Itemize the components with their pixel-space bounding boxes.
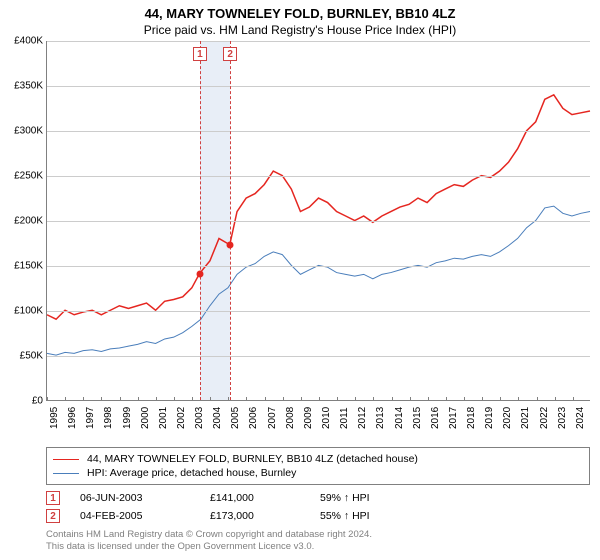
x-axis-label: 1995 <box>49 407 60 429</box>
x-axis-label: 2006 <box>248 407 259 429</box>
chart-title: 44, MARY TOWNELEY FOLD, BURNLEY, BB10 4L… <box>0 0 600 21</box>
sale-hpi-2: 55% ↑ HPI <box>320 510 410 522</box>
sale-price-1: £141,000 <box>210 492 320 504</box>
x-axis-label: 2001 <box>158 407 169 429</box>
x-axis-label: 2004 <box>212 407 223 429</box>
chart-plot-area: £0£50K£100K£150K£200K£250K£300K£350K£400… <box>46 41 590 401</box>
x-axis-label: 1997 <box>85 407 96 429</box>
x-axis-label: 2024 <box>575 407 586 429</box>
gridline-h <box>47 131 590 132</box>
x-axis-label: 1999 <box>122 407 133 429</box>
x-axis-label: 2022 <box>539 407 550 429</box>
x-axis-label: 2005 <box>230 407 241 429</box>
y-axis-label: £100K <box>1 306 43 317</box>
legend-label-hpi: HPI: Average price, detached house, Burn… <box>87 467 296 479</box>
sale-point <box>196 271 203 278</box>
x-axis-label: 2020 <box>502 407 513 429</box>
sale-price-2: £173,000 <box>210 510 320 522</box>
footer-line-2: This data is licensed under the Open Gov… <box>46 541 590 553</box>
sales-table: 1 06-JUN-2003 £141,000 59% ↑ HPI 2 04-FE… <box>46 489 590 525</box>
footer-line-1: Contains HM Land Registry data © Crown c… <box>46 529 590 541</box>
sale-marker-line <box>230 41 231 400</box>
gridline-h <box>47 86 590 87</box>
x-axis-label: 2008 <box>285 407 296 429</box>
sale-date-1: 06-JUN-2003 <box>80 492 210 504</box>
x-axis-label: 2023 <box>557 407 568 429</box>
legend-item-hpi: HPI: Average price, detached house, Burn… <box>53 466 583 480</box>
chart-subtitle: Price paid vs. HM Land Registry's House … <box>0 21 600 41</box>
series-line-hpi <box>47 206 590 355</box>
gridline-h <box>47 41 590 42</box>
sale-row-1: 1 06-JUN-2003 £141,000 59% ↑ HPI <box>46 489 590 507</box>
sale-marker-line <box>200 41 201 400</box>
legend-label-property: 44, MARY TOWNELEY FOLD, BURNLEY, BB10 4L… <box>87 453 418 465</box>
x-axis-label: 2002 <box>176 407 187 429</box>
sale-row-2: 2 04-FEB-2005 £173,000 55% ↑ HPI <box>46 507 590 525</box>
legend-swatch-hpi <box>53 473 79 474</box>
y-axis-label: £250K <box>1 171 43 182</box>
sale-point <box>227 242 234 249</box>
y-axis-label: £200K <box>1 216 43 227</box>
gridline-h <box>47 176 590 177</box>
sale-marker-box: 2 <box>223 47 237 61</box>
legend-swatch-property <box>53 459 79 460</box>
gridline-h <box>47 266 590 267</box>
x-axis-label: 1996 <box>67 407 78 429</box>
y-axis-label: £400K <box>1 36 43 47</box>
x-axis-label: 2003 <box>194 407 205 429</box>
x-axis-label: 2019 <box>484 407 495 429</box>
x-axis-labels: 1995 1996 1997 1998 1999 2000 2001 2002 2003 2004… <box>46 401 590 441</box>
footer-attribution: Contains HM Land Registry data © Crown c… <box>46 529 590 554</box>
gridline-h <box>47 221 590 222</box>
x-axis-label: 1998 <box>103 407 114 429</box>
x-axis-label: 2011 <box>339 407 350 429</box>
legend-box: 44, MARY TOWNELEY FOLD, BURNLEY, BB10 4L… <box>46 447 590 485</box>
x-axis-label: 2016 <box>430 407 441 429</box>
x-axis-label: 2013 <box>375 407 386 429</box>
sale-date-2: 04-FEB-2005 <box>80 510 210 522</box>
y-axis-label: £300K <box>1 126 43 137</box>
y-axis-label: £350K <box>1 81 43 92</box>
x-axis-label: 2015 <box>412 407 423 429</box>
x-axis-label: 2021 <box>520 407 531 429</box>
x-axis-label: 2010 <box>321 407 332 429</box>
x-axis-label: 2012 <box>357 407 368 429</box>
gridline-h <box>47 311 590 312</box>
y-axis-label: £0 <box>1 396 43 407</box>
chart-container: 44, MARY TOWNELEY FOLD, BURNLEY, BB10 4L… <box>0 0 600 560</box>
y-axis-label: £50K <box>1 351 43 362</box>
sale-marker-1: 1 <box>46 491 60 505</box>
sale-hpi-1: 59% ↑ HPI <box>320 492 410 504</box>
gridline-h <box>47 356 590 357</box>
y-axis-label: £150K <box>1 261 43 272</box>
x-axis-label: 2009 <box>303 407 314 429</box>
x-axis-label: 2007 <box>267 407 278 429</box>
x-axis-label: 2014 <box>394 407 405 429</box>
x-axis-label: 2000 <box>140 407 151 429</box>
x-axis-label: 2018 <box>466 407 477 429</box>
sale-marker-box: 1 <box>193 47 207 61</box>
x-axis-label: 2017 <box>448 407 459 429</box>
sale-marker-2: 2 <box>46 509 60 523</box>
legend-item-property: 44, MARY TOWNELEY FOLD, BURNLEY, BB10 4L… <box>53 452 583 466</box>
series-line-property <box>47 95 590 319</box>
